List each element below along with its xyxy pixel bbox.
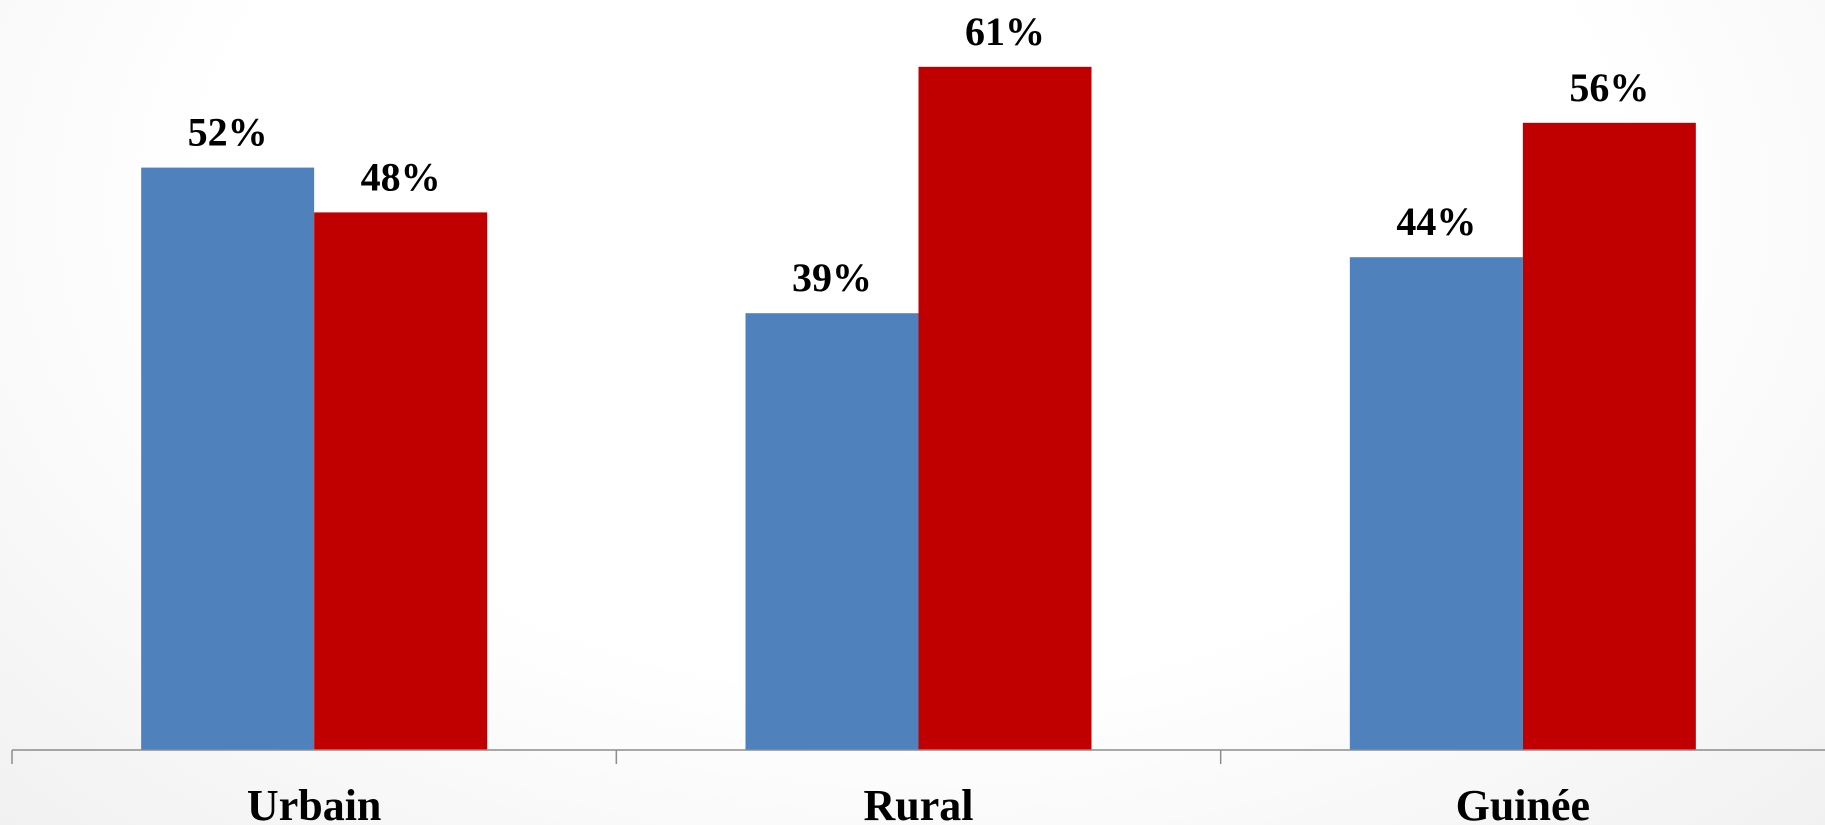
data-labels-group: 52% 48% 39% 61% 44% 56% xyxy=(188,9,1650,300)
bar-guinée-2 xyxy=(1522,122,1696,751)
data-label: 44% xyxy=(1396,199,1476,244)
category-label-2: Rural xyxy=(864,781,974,825)
data-label: 61% xyxy=(965,9,1045,54)
data-label: 56% xyxy=(1569,65,1649,110)
data-label: 48% xyxy=(361,154,441,199)
category-label-3: Guinée xyxy=(1456,781,1590,825)
x-axis-ticks xyxy=(11,750,1222,764)
bar-urbain-1 xyxy=(141,167,315,751)
bar-guinée-1 xyxy=(1349,257,1523,750)
bar-rural-1 xyxy=(745,313,919,750)
bars-group xyxy=(141,66,1696,751)
data-label: 39% xyxy=(792,255,872,300)
bar-urbain-2 xyxy=(314,212,488,750)
category-labels-group: Urbain Rural Guinée xyxy=(247,781,1590,825)
bar-rural-2 xyxy=(918,66,1092,751)
category-label-1: Urbain xyxy=(247,781,381,825)
data-label: 52% xyxy=(188,110,268,155)
